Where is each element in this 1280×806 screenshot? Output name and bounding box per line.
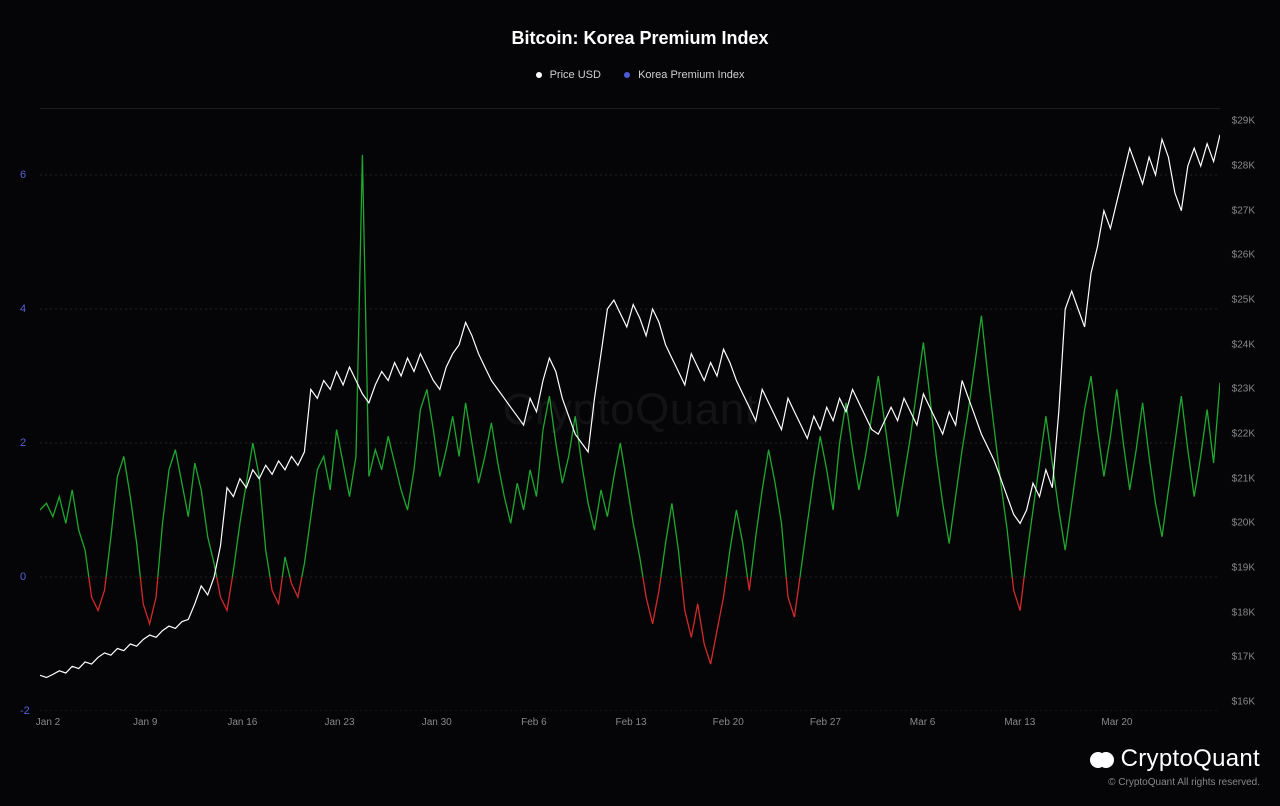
y-right-tick: $19K bbox=[1232, 563, 1255, 574]
x-tick: Mar 6 bbox=[910, 717, 936, 728]
y-left-tick: 2 bbox=[20, 437, 26, 449]
y-right-tick: $22K bbox=[1232, 429, 1255, 440]
legend-item-premium: Korea Premium Index bbox=[624, 69, 744, 81]
legend-dot-price bbox=[536, 72, 542, 78]
footer-logo: CryptoQuant bbox=[1089, 745, 1260, 773]
x-tick: Jan 30 bbox=[422, 717, 452, 728]
y-right-tick: $17K bbox=[1232, 652, 1255, 663]
footer-logo-icon bbox=[1089, 747, 1115, 773]
x-tick: Mar 13 bbox=[1004, 717, 1035, 728]
y-right-tick: $28K bbox=[1232, 161, 1255, 172]
plot-area: CryptoQuant bbox=[40, 108, 1220, 711]
y-right-tick: $23K bbox=[1232, 384, 1255, 395]
x-tick: Feb 6 bbox=[521, 717, 547, 728]
chart-title: Bitcoin: Korea Premium Index bbox=[0, 0, 1280, 49]
y-right-tick: $21K bbox=[1232, 473, 1255, 484]
x-tick: Mar 20 bbox=[1101, 717, 1132, 728]
x-tick: Feb 13 bbox=[615, 717, 646, 728]
y-right-tick: $18K bbox=[1232, 607, 1255, 618]
x-tick: Jan 9 bbox=[133, 717, 157, 728]
chart-svg bbox=[40, 108, 1220, 711]
y-right-tick: $27K bbox=[1232, 205, 1255, 216]
y-right-tick: $25K bbox=[1232, 295, 1255, 306]
y-left-tick: 0 bbox=[20, 571, 26, 583]
chart-container: Bitcoin: Korea Premium Index Price USD K… bbox=[0, 0, 1280, 806]
legend-dot-premium bbox=[624, 72, 630, 78]
x-tick: Jan 2 bbox=[36, 717, 60, 728]
legend-item-price: Price USD bbox=[536, 69, 601, 81]
legend: Price USD Korea Premium Index bbox=[0, 49, 1280, 81]
y-left-tick: 6 bbox=[20, 169, 26, 181]
footer-copyright: © CryptoQuant All rights reserved. bbox=[1089, 777, 1260, 788]
legend-label-premium: Korea Premium Index bbox=[638, 69, 744, 81]
y-right-tick: $26K bbox=[1232, 250, 1255, 261]
footer-brand: CryptoQuant bbox=[1121, 745, 1260, 772]
y-right-tick: $20K bbox=[1232, 518, 1255, 529]
y-left-tick: 4 bbox=[20, 303, 26, 315]
y-right-tick: $16K bbox=[1232, 697, 1255, 708]
y-right-tick: $29K bbox=[1232, 116, 1255, 127]
footer: CryptoQuant © CryptoQuant All rights res… bbox=[1089, 745, 1260, 788]
legend-label-price: Price USD bbox=[550, 69, 601, 81]
y-left-tick: -2 bbox=[20, 705, 30, 717]
x-tick: Jan 16 bbox=[227, 717, 257, 728]
x-tick: Feb 27 bbox=[810, 717, 841, 728]
x-tick: Jan 23 bbox=[325, 717, 355, 728]
x-tick: Feb 20 bbox=[713, 717, 744, 728]
y-right-tick: $24K bbox=[1232, 339, 1255, 350]
